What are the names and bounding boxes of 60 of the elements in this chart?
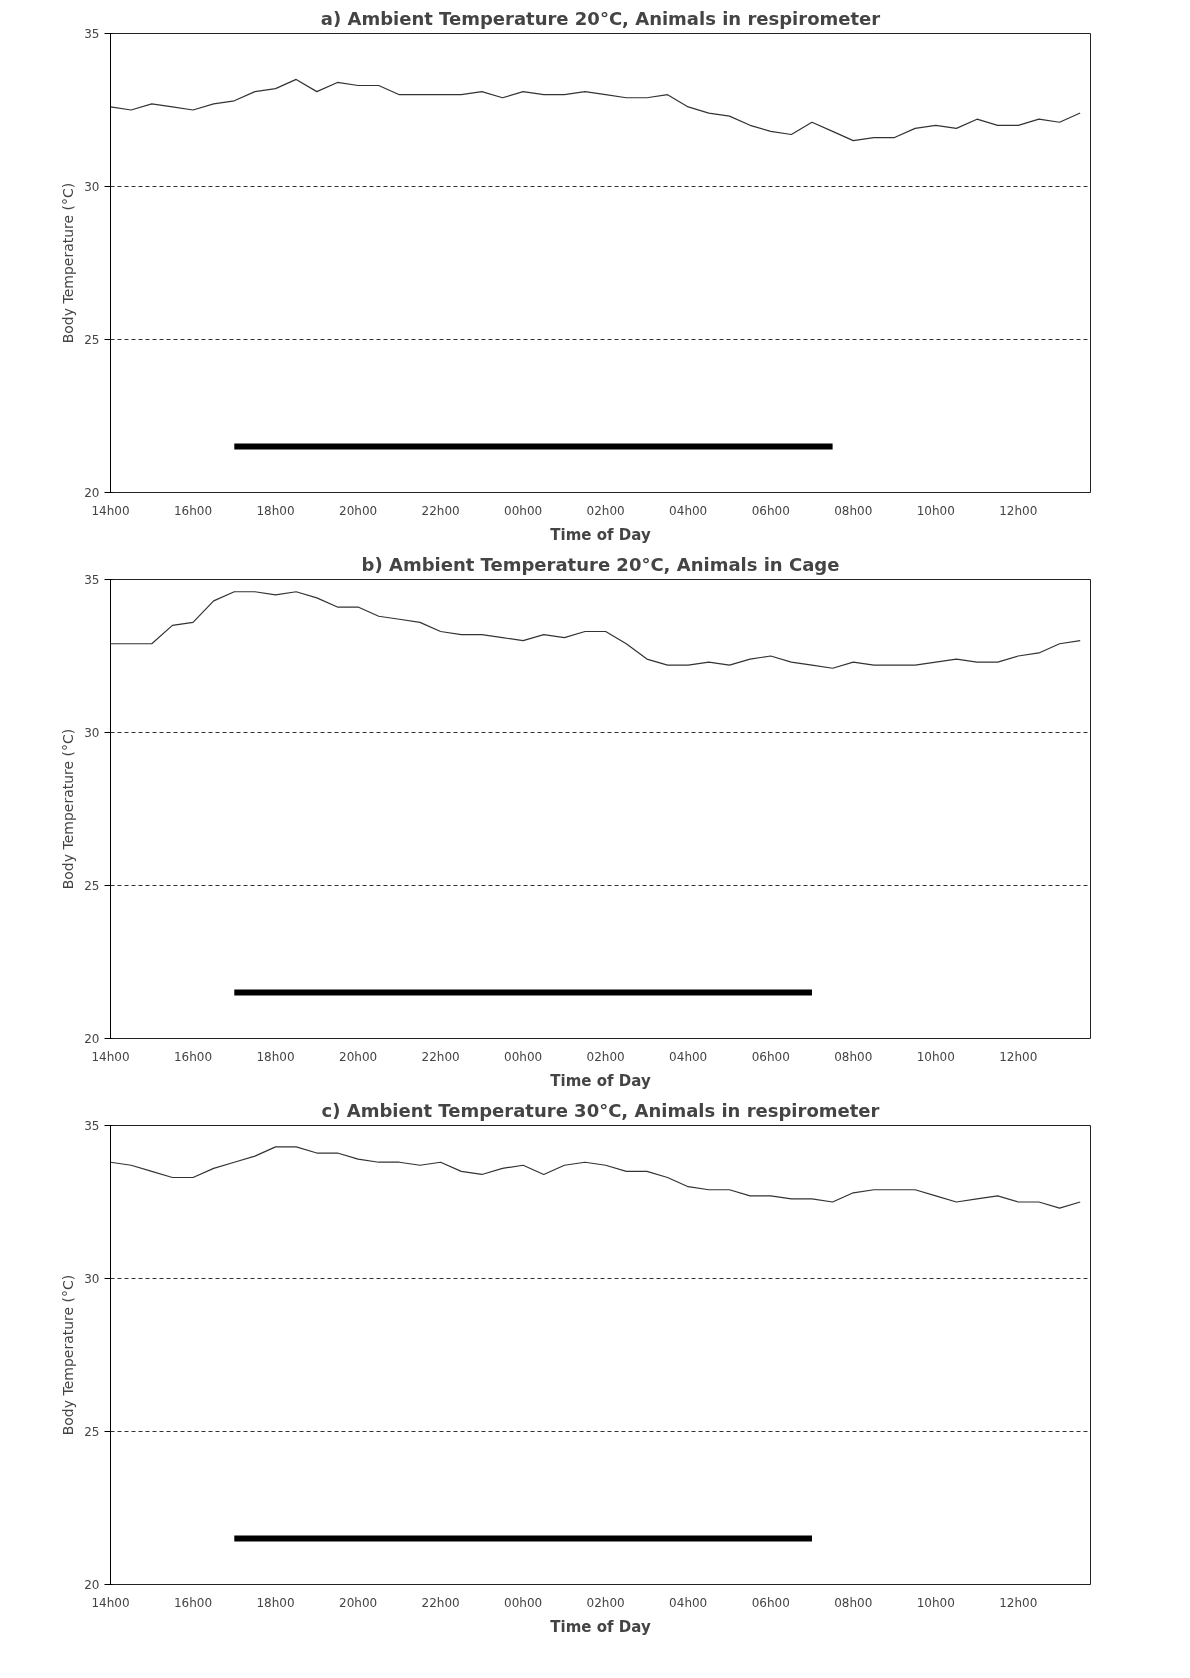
y-axis-title: Body Temperature (°C) (60, 182, 77, 344)
x-tick-label: 18h00 (256, 1049, 295, 1064)
x-tick-label: 12h00 (999, 1049, 1038, 1064)
y-axis-title: Body Temperature (°C) (60, 1274, 77, 1436)
x-tick-label: 12h00 (999, 503, 1038, 518)
y-tick-label: 35 (84, 27, 100, 41)
y-tick-label: 25 (84, 333, 100, 347)
x-tick-label: 16h00 (173, 503, 213, 518)
y-tick-label: 25 (84, 879, 100, 893)
x-tick-label: 00h00 (504, 1595, 543, 1610)
x-tick-label: 10h00 (916, 1049, 955, 1064)
x-tick-label: 04h00 (669, 503, 708, 518)
x-tick-label: 20h00 (339, 1049, 378, 1064)
x-tick-label: 18h00 (256, 1595, 295, 1610)
line-series (110, 1146, 1081, 1209)
x-tick-label: 00h00 (504, 503, 543, 518)
x-tick-label: 20h00 (339, 1595, 378, 1610)
x-tick-label: 22h00 (421, 503, 460, 518)
y-tick-label: 20 (84, 486, 100, 500)
x-tick-label: 12h00 (999, 1595, 1038, 1610)
y-axis-title: Body Temperature (°C) (60, 728, 77, 890)
x-tick-label: 14h00 (91, 1049, 130, 1064)
x-tick-label: 22h00 (421, 1049, 460, 1064)
chart-title: c) Ambient Temperature 30°C, Animals in respirometer (321, 1099, 880, 1121)
x-tick-label: 02h00 (586, 1595, 625, 1610)
x-tick-label: 06h00 (751, 503, 790, 518)
x-tick-label: 08h00 (834, 503, 873, 518)
x-tick-label: 04h00 (669, 1595, 708, 1610)
x-tick-label: 16h00 (173, 1595, 213, 1610)
chart-title: a) Ambient Temperature 20°C, Animals in respirometer (320, 7, 881, 29)
x-axis-title: Time of Day (550, 1071, 651, 1090)
x-tick-label: 22h00 (421, 1595, 460, 1610)
line-series (110, 78, 1081, 142)
y-tick-label: 35 (84, 1119, 100, 1133)
x-tick-label: 10h00 (916, 503, 955, 518)
line-series (110, 591, 1081, 669)
x-axis-title: Time of Day (550, 1617, 651, 1636)
x-tick-label: 16h00 (173, 1049, 213, 1064)
x-tick-label: 08h00 (834, 1595, 873, 1610)
y-tick-label: 30 (84, 726, 100, 740)
y-tick-label: 30 (84, 180, 100, 194)
y-tick-label: 25 (84, 1425, 100, 1439)
x-tick-label: 10h00 (916, 1595, 955, 1610)
x-tick-label: 06h00 (751, 1049, 790, 1064)
y-tick-label: 35 (84, 573, 100, 587)
x-tick-label: 04h00 (669, 1049, 708, 1064)
y-tick-label: 20 (84, 1032, 100, 1046)
chart-title: b) Ambient Temperature 20°C, Animals in Cage (361, 553, 840, 575)
x-tick-label: 18h00 (256, 503, 295, 518)
x-tick-label: 02h00 (586, 1049, 625, 1064)
x-tick-label: 14h00 (91, 1595, 130, 1610)
x-tick-label: 00h00 (504, 1049, 543, 1064)
x-axis-title: Time of Day (550, 525, 651, 544)
x-tick-label: 14h00 (91, 503, 130, 518)
x-tick-label: 20h00 (339, 503, 378, 518)
x-tick-label: 06h00 (751, 1595, 790, 1610)
y-tick-label: 30 (84, 1272, 100, 1286)
x-tick-label: 08h00 (834, 1049, 873, 1064)
x-tick-label: 02h00 (586, 503, 625, 518)
y-tick-label: 20 (84, 1578, 100, 1592)
